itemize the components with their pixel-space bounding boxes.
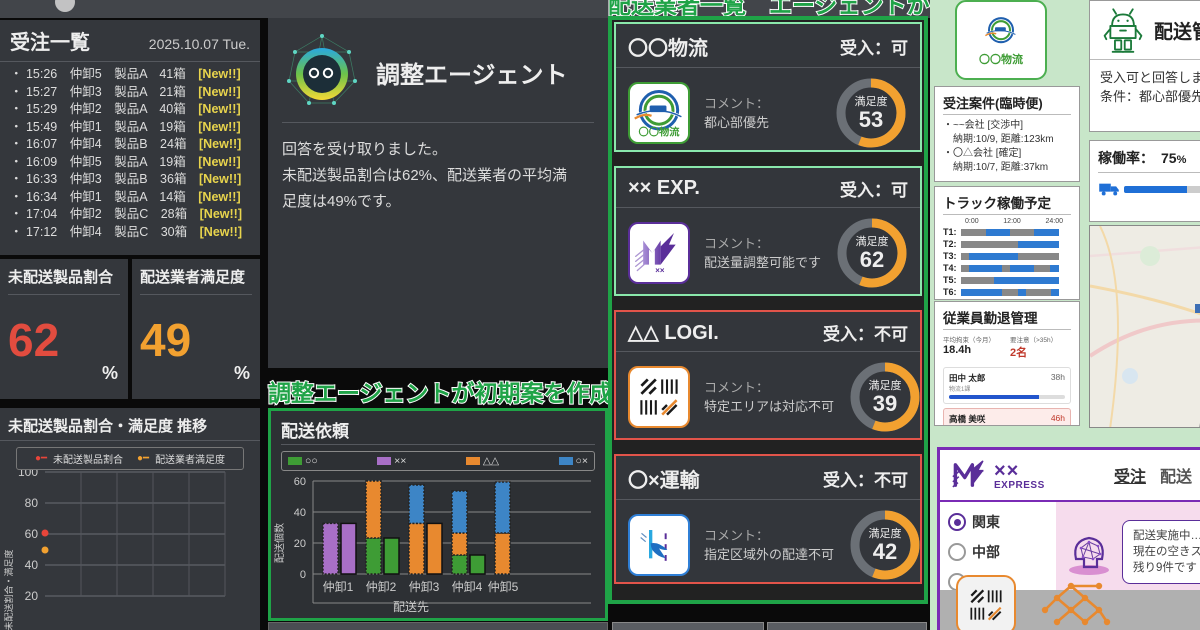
svg-text:0: 0 [300,569,306,581]
svg-text:80: 80 [25,496,39,510]
svg-text:100: 100 [18,470,38,479]
svg-text:××: ×× [655,266,665,275]
svg-text:40: 40 [294,507,306,519]
svg-text:仲卸5: 仲卸5 [488,579,519,594]
svg-text:未配送割合・満足度: 未配送割合・満足度 [3,549,14,630]
svg-text:配送個数: 配送個数 [273,523,286,563]
svg-text:60: 60 [294,476,306,488]
svg-text:60: 60 [25,527,39,541]
svg-text:〇〇物流: 〇〇物流 [638,125,680,138]
svg-text:仲卸1: 仲卸1 [323,579,354,594]
svg-text:仲卸4: 仲卸4 [452,579,483,594]
svg-text:仲卸3: 仲卸3 [409,579,440,594]
svg-text:20: 20 [294,538,306,550]
svg-text:配送先: 配送先 [393,599,429,614]
svg-text:20: 20 [25,589,39,603]
svg-text:40: 40 [25,558,39,572]
svg-text:仲卸2: 仲卸2 [366,579,397,594]
